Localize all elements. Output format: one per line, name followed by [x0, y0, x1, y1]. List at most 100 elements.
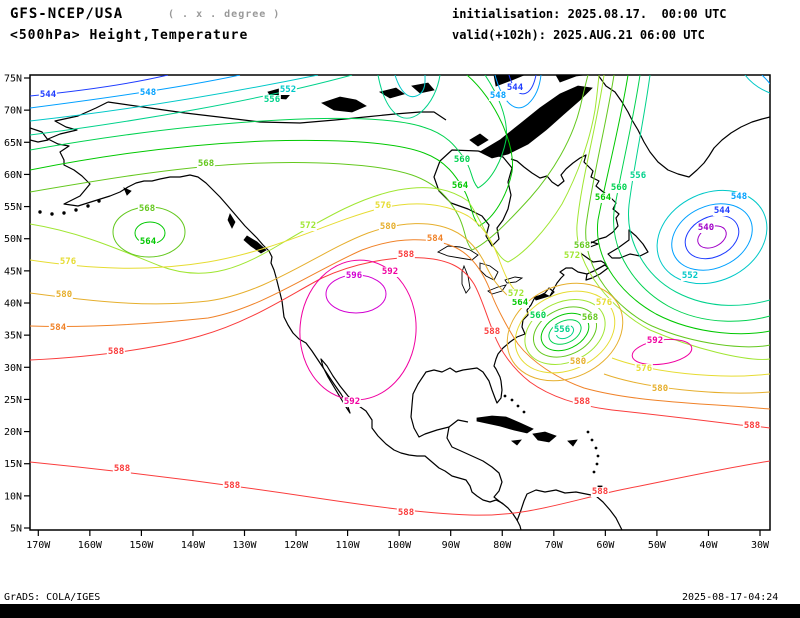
contour-label-548: 548 — [729, 192, 749, 202]
contour-label-572: 572 — [298, 221, 318, 231]
contour-label-592: 592 — [645, 336, 665, 346]
contour-line-568 — [112, 206, 186, 258]
tick-label: 150W — [129, 540, 154, 551]
grads-credit: GrADS: COLA/IGES — [4, 592, 101, 603]
tick-label: 25N — [4, 395, 22, 406]
contour-label-556: 556 — [628, 171, 648, 181]
tick-label: 5N — [10, 524, 22, 535]
contour-line-572 — [576, 75, 770, 360]
tick-label: 160W — [78, 540, 103, 551]
contour-line-576 — [30, 203, 525, 301]
bottom-bar — [0, 604, 800, 618]
contour-label-564: 564 — [450, 181, 470, 191]
contour-line-548 — [671, 203, 753, 271]
contour-line-556 — [628, 75, 770, 306]
contour-line-560 — [613, 75, 770, 322]
tick-label: 15N — [4, 459, 22, 470]
tick-label: 90W — [442, 540, 461, 551]
contour-label-584: 584 — [425, 234, 445, 244]
contour-line-552 — [394, 75, 426, 98]
contour-line-564 — [30, 75, 514, 227]
tick-label: 40W — [699, 540, 718, 551]
creation-timestamp: 2025-08-17-04:24 — [682, 592, 779, 603]
contour-label-580: 580 — [378, 222, 398, 232]
contour-line-568 — [30, 75, 589, 251]
tick-label: 100W — [387, 540, 412, 551]
contour-label-564: 564 — [510, 298, 530, 308]
contour-label-540: 540 — [696, 223, 716, 233]
tick-label: 40N — [4, 299, 22, 310]
contour-label-588: 588 — [106, 347, 126, 357]
contour-line-548 — [30, 75, 241, 109]
islands — [38, 75, 603, 491]
contour-line-588 — [30, 257, 770, 429]
contour-label-592: 592 — [342, 397, 362, 407]
contour-line-588 — [30, 460, 770, 516]
tick-label: 120W — [284, 540, 309, 551]
contour-line-548 — [761, 75, 770, 85]
contour-label-588: 588 — [396, 250, 416, 260]
contour-label-564: 564 — [138, 237, 158, 247]
contour-line-560 — [30, 75, 507, 189]
contour-label-588: 588 — [572, 397, 592, 407]
contour-label-592: 592 — [380, 267, 400, 277]
contour-line-564 — [596, 75, 770, 335]
contour-line-580 — [30, 223, 515, 305]
contour-label-560: 560 — [528, 311, 548, 321]
height-contours — [30, 75, 770, 516]
contour-label-588: 588 — [396, 508, 416, 518]
contour-line-552 — [656, 189, 768, 285]
contour-label-588: 588 — [482, 327, 502, 337]
coastline — [30, 75, 770, 530]
contour-label-572: 572 — [562, 251, 582, 261]
tick-label: 50W — [648, 540, 667, 551]
tick-label: 30N — [4, 363, 22, 374]
contour-label-552: 552 — [680, 271, 700, 281]
contour-label-576: 576 — [634, 364, 654, 374]
contour-label-576: 576 — [58, 257, 78, 267]
contour-label-564: 564 — [593, 193, 613, 203]
contour-label-568: 568 — [572, 241, 592, 251]
contour-label-580: 580 — [650, 384, 670, 394]
contour-label-576: 576 — [373, 201, 393, 211]
contour-label-544: 544 — [712, 206, 732, 216]
tick-label: 60N — [4, 170, 22, 181]
contour-label-548: 548 — [488, 91, 508, 101]
contour-label-580: 580 — [54, 290, 74, 300]
contour-label-584: 584 — [48, 323, 68, 333]
tick-label: 60W — [596, 540, 615, 551]
tick-label: 80W — [493, 540, 512, 551]
contour-label-588: 588 — [222, 481, 242, 491]
tick-label: 20N — [4, 427, 22, 438]
field-title: <500hPa> Height,Temperature — [10, 28, 249, 43]
contour-label-548: 548 — [138, 88, 158, 98]
tick-label: 55N — [4, 202, 22, 213]
contour-label-568: 568 — [580, 313, 600, 323]
tick-label: 45N — [4, 266, 22, 277]
tick-label: 130W — [232, 540, 257, 551]
contour-label-556: 556 — [552, 325, 572, 335]
contour-label-544: 544 — [505, 83, 525, 93]
contour-label-588: 588 — [112, 464, 132, 474]
contour-line-576 — [611, 357, 770, 377]
contour-line-552 — [30, 75, 319, 122]
tick-label: 110W — [336, 540, 361, 551]
contour-line-572 — [30, 75, 600, 274]
contour-line-568 — [585, 75, 770, 348]
contour-line-544 — [684, 214, 740, 260]
contour-label-580: 580 — [568, 357, 588, 367]
contour-label-596: 596 — [344, 271, 364, 281]
axis-ticks: 75N 70N 65N 60N 55N 50N 45N 40N 35N 30N 25N 20N 15N 1… — [4, 74, 770, 552]
resolution-note: ( . x . degree ) — [168, 9, 281, 20]
contour-label-560: 560 — [452, 155, 472, 165]
contour-line-556 — [377, 75, 441, 119]
contour-label-544: 544 — [38, 90, 58, 100]
tick-label: 140W — [181, 540, 206, 551]
map-frame — [29, 74, 771, 531]
contour-label-556: 556 — [262, 95, 282, 105]
contour-label-588: 588 — [742, 421, 762, 431]
model-title: GFS-NCEP/USA — [10, 6, 124, 22]
contour-label-560: 560 — [609, 183, 629, 193]
